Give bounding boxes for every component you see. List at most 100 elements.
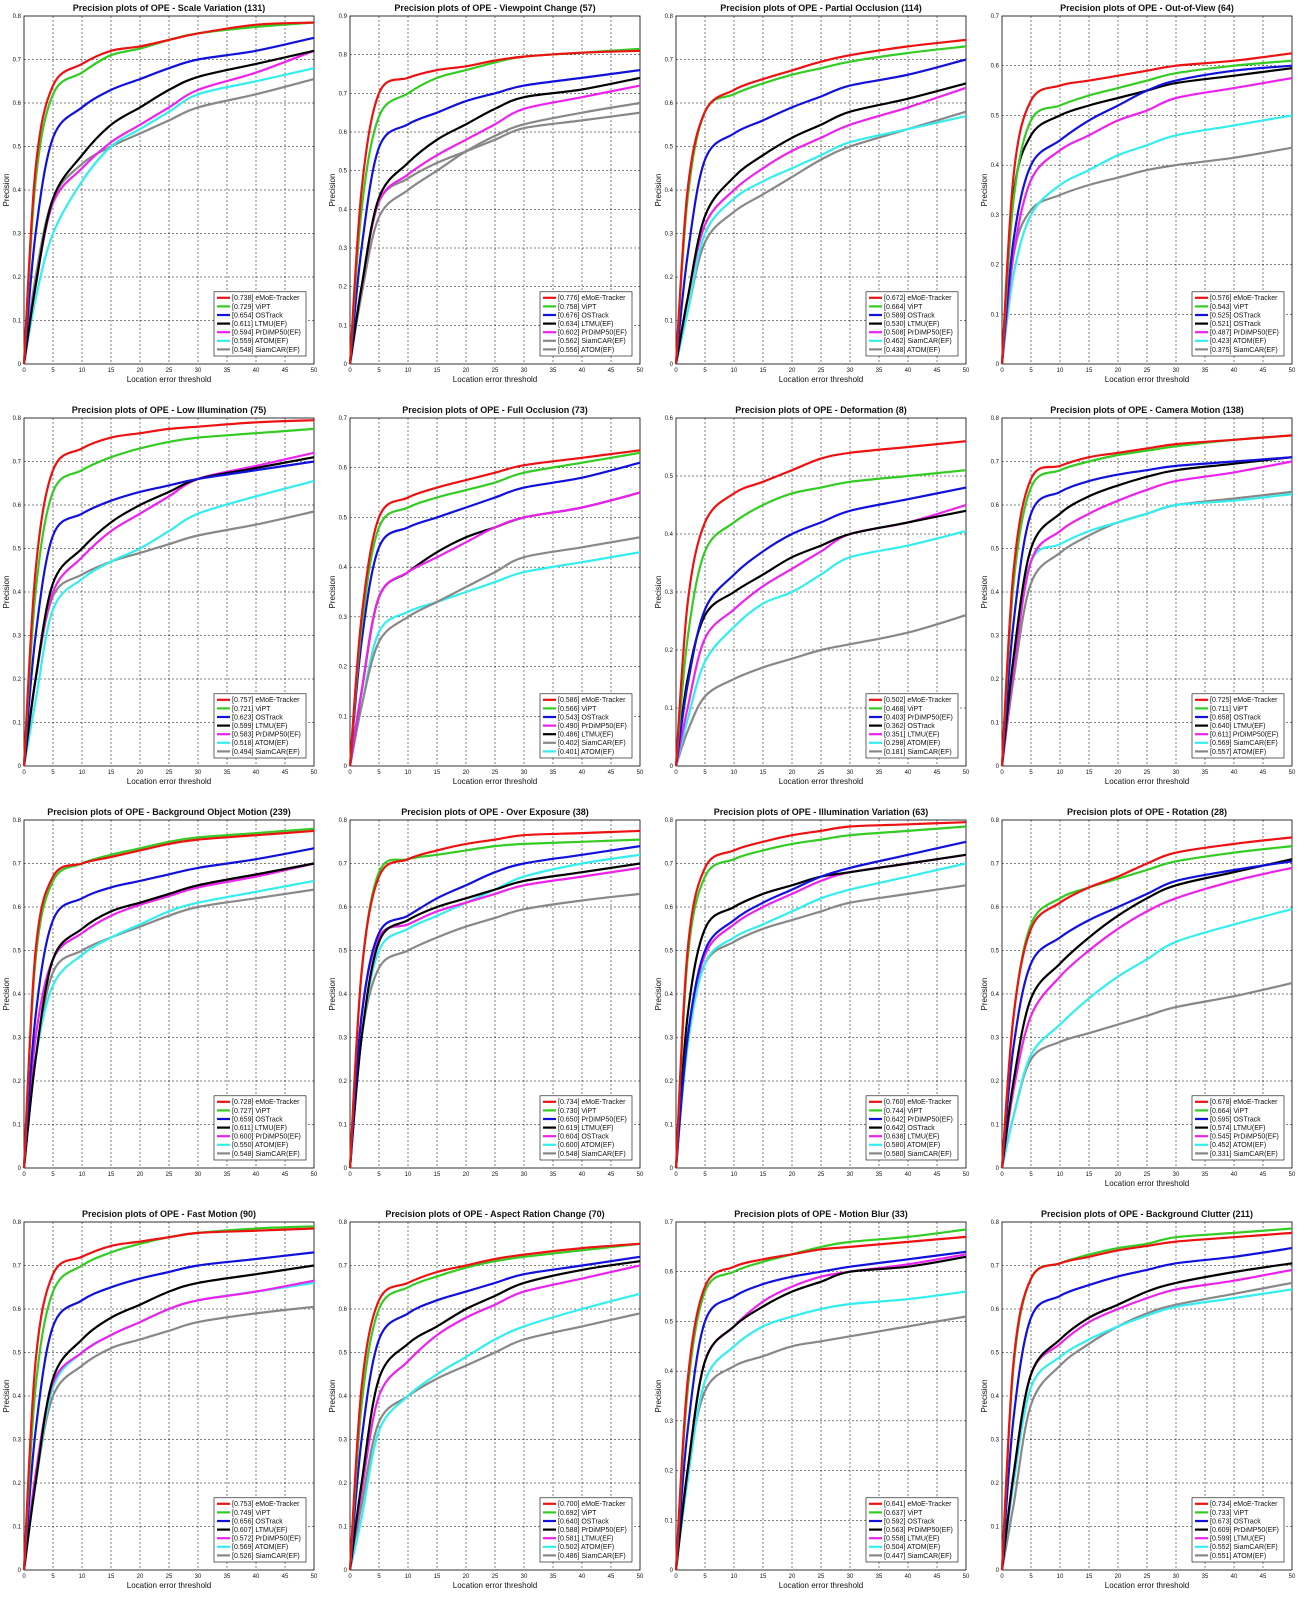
series-line	[674, 530, 967, 767]
x-tick-label: 45	[608, 1574, 615, 1580]
legend-entry: [0.580] SiamCAR(EF)	[884, 1151, 952, 1158]
legend-entry: [0.776] eMoE-Tracker	[558, 295, 626, 302]
series-line	[348, 491, 641, 767]
y-tick-label: 0.7	[13, 862, 22, 868]
series-line	[22, 456, 315, 767]
precision-chart-14: Precision plots of OPE - Aspect Ration C…	[328, 1208, 646, 1604]
series-line	[22, 67, 315, 365]
precision-chart-10: Precision plots of OPE - Over Exposure (…	[328, 806, 646, 1202]
chart-title: Precision plots of OPE - Deformation (8)	[735, 405, 907, 415]
legend-entry: [0.504] ATOM(EF)	[884, 1544, 940, 1551]
chart-svg: Precision plots of OPE - Illumination Va…	[654, 807, 970, 1178]
x-tick-label: 20	[463, 1172, 470, 1178]
legend-entry: [0.734] eMoE-Tracker	[1210, 1501, 1278, 1508]
y-tick-label: 0.4	[13, 188, 22, 194]
precision-chart-7: Precision plots of OPE - Deformation (8)…	[654, 404, 972, 800]
y-tick-label: 0.6	[13, 1307, 22, 1313]
legend-entry: [0.744] ViPT	[884, 1108, 923, 1115]
series-line	[22, 847, 315, 1169]
chart-svg: Precision plots of OPE - Over Exposure (…	[328, 807, 644, 1178]
y-tick-label: 0	[670, 1568, 674, 1574]
y-tick-label: 0.1	[991, 1123, 1000, 1129]
x-tick-label: 20	[1115, 1172, 1122, 1178]
legend-entry: [0.574] LTMU(EF)	[1210, 1125, 1266, 1132]
legend-entry: [0.486] LTMU(EF)	[558, 732, 614, 739]
x-tick-label: 15	[1086, 770, 1093, 776]
x-tick-label: 35	[550, 770, 557, 776]
y-tick-label: 0.7	[13, 1264, 22, 1270]
y-tick-label: 0.4	[665, 532, 674, 538]
y-tick-label: 0.8	[13, 1220, 22, 1226]
y-tick-label: 0.6	[991, 64, 1000, 70]
y-axis-label: Precision	[2, 978, 11, 1011]
legend-entry: [0.611] LTMU(EF)	[232, 1125, 287, 1132]
x-tick-label: 50	[1289, 1172, 1296, 1178]
legend	[213, 291, 307, 357]
x-tick-label: 10	[731, 368, 738, 374]
y-tick-label: 0.5	[991, 949, 1000, 955]
legend-entry: [0.721] ViPT	[232, 706, 271, 713]
legend-entry: [0.672] eMoE-Tracker	[884, 295, 952, 302]
series-line	[674, 853, 967, 1169]
precision-chart-11: Precision plots of OPE - Illumination Va…	[654, 806, 972, 1202]
legend-entry: [0.563] PrDiMP50(EF)	[884, 1527, 953, 1534]
x-axis-label: Location error threshold	[1105, 1581, 1190, 1590]
legend	[539, 291, 633, 357]
x-tick-label: 5	[1029, 368, 1033, 374]
y-tick-label: 0.1	[13, 721, 22, 727]
x-tick-label: 0	[674, 770, 678, 776]
legend-entry: [0.611] PrDiMP50(EF)	[1210, 732, 1278, 739]
y-tick-label: 0.5	[13, 1351, 22, 1357]
x-tick-label: 25	[166, 1172, 173, 1178]
legend-entry: [0.678] eMoE-Tracker	[1210, 1099, 1278, 1106]
y-tick-label: 0.2	[339, 665, 348, 671]
x-tick-label: 35	[550, 1172, 557, 1178]
y-tick-label: 0.4	[13, 992, 22, 998]
x-tick-label: 25	[1144, 770, 1151, 776]
legend-entry: [0.730] ViPT	[558, 1108, 597, 1115]
y-tick-label: 0	[996, 1166, 1000, 1172]
legend-entry: [0.586] eMoE-Tracker	[558, 697, 626, 704]
legend-entry: [0.494] SiamCAR(EF)	[232, 749, 300, 756]
series-line	[348, 1292, 641, 1571]
x-tick-label: 25	[1144, 1172, 1151, 1178]
chart-svg: Precision plots of OPE - Aspect Ration C…	[328, 1209, 644, 1590]
x-tick-label: 40	[905, 1172, 912, 1178]
series-line	[674, 115, 967, 365]
legend-entry: [0.640] OSTrack	[558, 1518, 609, 1525]
legend-entry: [0.487] PrDiMP50(EF)	[1210, 330, 1279, 337]
y-tick-label: 0.1	[339, 323, 348, 329]
legend-entry: [0.600] ATOM(EF)	[558, 1142, 614, 1149]
x-tick-label: 40	[579, 368, 586, 374]
series-line	[674, 1250, 967, 1571]
chart-title: Precision plots of OPE - Background Obje…	[47, 807, 291, 817]
x-tick-label: 0	[1000, 1172, 1004, 1178]
y-tick-label: 0.2	[665, 1469, 674, 1475]
y-tick-label: 0.8	[13, 416, 22, 422]
legend-entry: [0.552] SiamCAR(EF)	[1210, 1544, 1278, 1551]
y-tick-label: 0	[344, 1166, 348, 1172]
series-line	[674, 1235, 967, 1571]
chart-svg: Precision plots of OPE - Motion Blur (33…	[654, 1209, 970, 1590]
series-line	[348, 49, 641, 365]
x-tick-label: 45	[608, 368, 615, 374]
x-tick-label: 10	[79, 770, 86, 776]
chart-svg: Precision plots of OPE - Rotation (28) 0 5…	[980, 807, 1296, 1188]
x-tick-label: 10	[405, 368, 412, 374]
x-tick-label: 45	[282, 368, 289, 374]
y-tick-label: 0.3	[665, 590, 674, 596]
x-tick-label: 30	[521, 368, 528, 374]
legend-entry: [0.600] PrDiMP50(EF)	[232, 1134, 301, 1141]
legend-entry: [0.673] OSTrack	[1210, 1518, 1261, 1525]
y-tick-label: 0.6	[665, 1270, 674, 1276]
x-tick-label: 35	[550, 1574, 557, 1580]
chart-title: Precision plots of OPE - Rotation (28)	[1067, 807, 1227, 817]
x-tick-label: 35	[224, 368, 231, 374]
legend-entry: [0.664] ViPT	[1210, 1108, 1249, 1115]
x-tick-label: 5	[1029, 770, 1033, 776]
series-line	[1000, 456, 1293, 767]
series-line	[1000, 1262, 1293, 1571]
chart-title: Precision plots of OPE - Low Illuminatio…	[72, 405, 267, 415]
legend-entry: [0.557] ATOM(EF)	[1210, 749, 1266, 756]
precision-chart-8: Precision plots of OPE - Camera Motion (…	[980, 404, 1298, 800]
